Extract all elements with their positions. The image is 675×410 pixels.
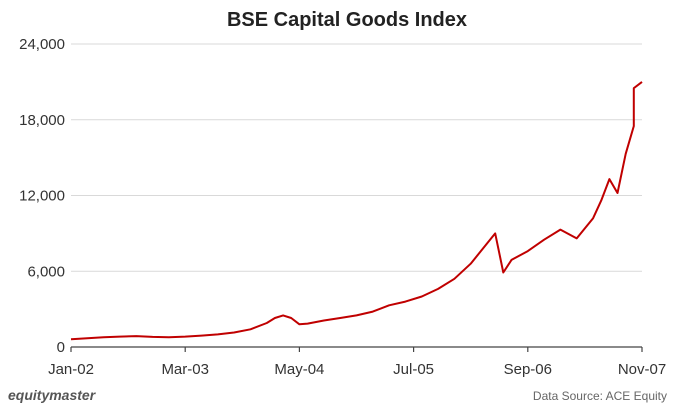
- y-tick-label: 0: [57, 339, 65, 356]
- y-tick-label: 24,000: [19, 36, 65, 53]
- brand-logo-text: equitymaster: [8, 387, 97, 403]
- y-tick-labels: 0 6,000 12,000 18,000 24,000: [19, 36, 65, 356]
- y-tick-label: 6,000: [27, 263, 65, 280]
- x-tick-labels: Jan-02 Mar-03 May-04 Jul-05 Sep-06 Nov-07: [48, 347, 666, 378]
- series-line-0: [70, 81, 643, 341]
- x-tick-label: Sep-06: [504, 361, 552, 378]
- x-tick-label: Jan-02: [48, 361, 94, 378]
- x-tick-label: May-04: [274, 361, 324, 378]
- x-tick-label: Mar-03: [161, 361, 209, 378]
- grid-lines: [71, 43, 642, 272]
- series-group: [70, 81, 643, 341]
- data-source-note: Data Source: ACE Equity: [533, 389, 667, 403]
- x-tick-label: Jul-05: [393, 361, 434, 378]
- y-tick-label: 12,000: [19, 188, 65, 205]
- y-tick-label: 18,000: [19, 112, 65, 129]
- x-tick-label: Nov-07: [618, 361, 666, 378]
- chart-title: BSE Capital Goods Index: [227, 9, 467, 31]
